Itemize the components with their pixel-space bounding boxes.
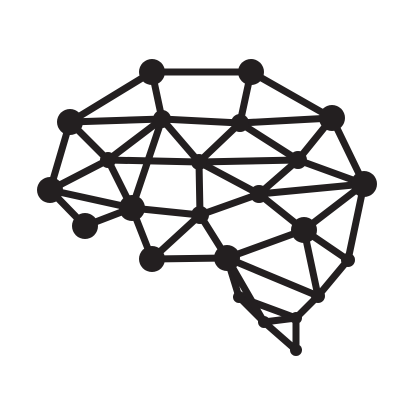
network-node — [290, 312, 302, 324]
network-edge — [223, 226, 308, 262]
network-edge — [195, 156, 302, 166]
network-edge — [66, 68, 156, 126]
network-edge — [104, 115, 166, 164]
network-edge — [236, 114, 336, 127]
network-edge — [128, 115, 166, 212]
network-node — [191, 206, 209, 224]
network-node — [139, 246, 165, 272]
network-node — [100, 152, 116, 168]
network-edge — [260, 318, 300, 354]
network-node — [289, 151, 307, 169]
network-edge — [247, 68, 336, 122]
network-node — [139, 59, 165, 85]
network-edge — [66, 115, 166, 126]
network-node — [250, 185, 268, 203]
network-node — [311, 289, 325, 303]
network-edge — [158, 115, 203, 166]
network-node — [290, 344, 302, 356]
network-edge — [104, 156, 203, 166]
network-edge — [195, 119, 244, 166]
network-nodes — [37, 59, 377, 356]
network-edge — [158, 115, 244, 127]
network-edge — [314, 256, 352, 300]
network-node — [351, 171, 377, 197]
network-edge — [223, 254, 322, 300]
network-node — [153, 110, 171, 128]
network-edge — [196, 190, 263, 219]
network-node — [231, 114, 249, 132]
network-edge — [195, 158, 263, 198]
network-node — [57, 109, 83, 135]
network-edge — [255, 180, 368, 198]
network-node — [191, 154, 207, 170]
network-node — [214, 245, 240, 271]
network-node — [72, 213, 98, 239]
network-node — [258, 316, 270, 328]
network-node — [233, 291, 245, 303]
network-edge — [236, 119, 302, 164]
network-edge — [46, 186, 136, 212]
network-node — [37, 177, 63, 203]
network-node — [291, 217, 317, 243]
network-node — [238, 59, 264, 85]
network-node — [319, 105, 345, 131]
network-node — [341, 253, 355, 267]
network-node — [119, 195, 145, 221]
